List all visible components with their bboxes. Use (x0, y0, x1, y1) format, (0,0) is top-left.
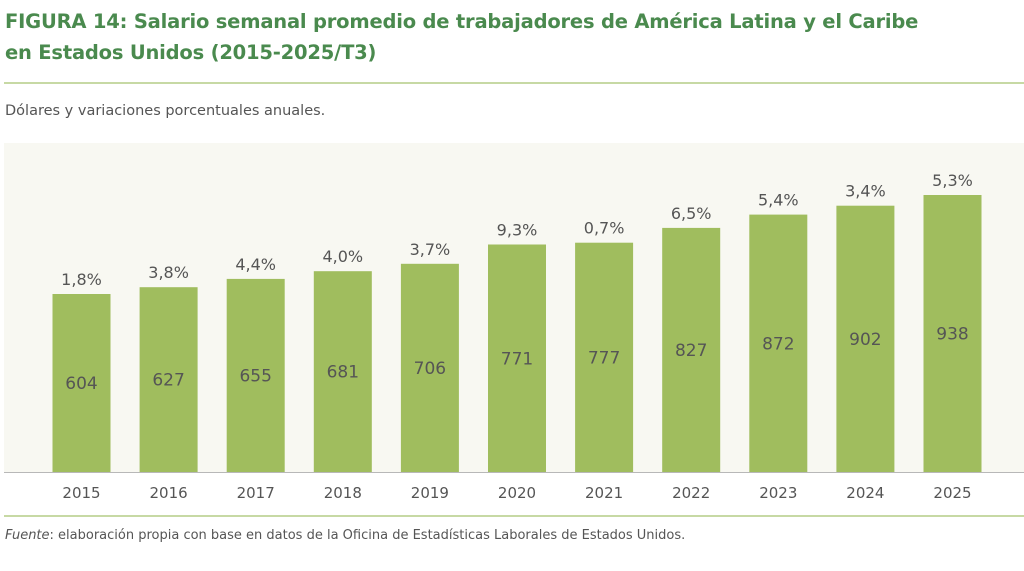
value-label-2023: 872 (762, 334, 794, 354)
x-tick-label-2016: 2016 (150, 484, 188, 502)
title-divider (4, 82, 1024, 84)
bar-2021 (575, 242, 634, 472)
figure-subtitle: Dólares y variaciones porcentuales anual… (5, 103, 326, 119)
value-label-2024: 902 (849, 330, 881, 350)
source-label: Fuente (5, 528, 50, 543)
bar-2020 (488, 244, 546, 472)
pct-label-2022: 6,5% (671, 204, 712, 223)
pct-label-2015: 1,8% (61, 270, 102, 289)
bar-2016 (139, 287, 198, 472)
bar-2022 (662, 227, 721, 472)
figure-title-line-2: en Estados Unidos (2015-2025/T3) (5, 41, 377, 64)
bar-2018 (313, 271, 372, 472)
x-tick-label-2017: 2017 (237, 484, 275, 502)
value-label-2015: 604 (65, 374, 97, 394)
pct-label-2019: 3,7% (410, 240, 451, 259)
pct-label-2016: 3,8% (148, 263, 189, 282)
x-tick-label-2025: 2025 (933, 484, 971, 502)
pct-label-2025: 5,3% (932, 171, 973, 190)
x-tick-label-2019: 2019 (411, 484, 449, 502)
pct-label-2023: 5,4% (758, 191, 799, 210)
value-label-2018: 681 (327, 363, 359, 383)
x-tick-label-2018: 2018 (324, 484, 362, 502)
x-tick-label-2023: 2023 (759, 484, 797, 502)
pct-label-2024: 3,4% (845, 182, 886, 201)
x-tick-label-2022: 2022 (672, 484, 710, 502)
bar-2023 (749, 214, 808, 472)
bar-2019 (400, 263, 459, 472)
bar-2015 (52, 294, 111, 472)
bar-2025 (923, 195, 982, 472)
value-label-2017: 655 (239, 366, 271, 386)
value-label-2021: 777 (588, 348, 620, 368)
source-text: : elaboración propia con base en datos d… (49, 528, 686, 543)
source-note: Fuente: elaboración propia con base en d… (5, 528, 685, 543)
value-label-2019: 706 (414, 359, 446, 379)
figure-title: FIGURA 14: Salario semanal promedio de t… (5, 6, 1015, 68)
x-tick-label-2015: 2015 (62, 484, 100, 502)
value-label-2022: 827 (675, 341, 707, 361)
labels-layer: 604 1,8% 2015 627 3,8% 2016 655 4,4% 2017 681 4,0%… (61, 171, 973, 502)
pct-label-2018: 4,0% (322, 247, 363, 266)
pct-label-2021: 0,7% (584, 219, 625, 238)
pct-label-2017: 4,4% (235, 255, 276, 274)
x-tick-label-2021: 2021 (585, 484, 623, 502)
pct-label-2020: 9,3% (497, 221, 538, 240)
figure-title-line-1: FIGURA 14: Salario semanal promedio de t… (5, 10, 919, 33)
value-label-2016: 627 (152, 371, 184, 391)
bars-layer (52, 195, 982, 472)
value-label-2025: 938 (936, 325, 968, 345)
bar-2017 (226, 278, 285, 472)
source-divider (4, 515, 1024, 517)
bar-2024 (836, 205, 895, 472)
value-label-2020: 771 (501, 349, 533, 369)
x-tick-label-2020: 2020 (498, 484, 536, 502)
x-tick-label-2024: 2024 (846, 484, 884, 502)
